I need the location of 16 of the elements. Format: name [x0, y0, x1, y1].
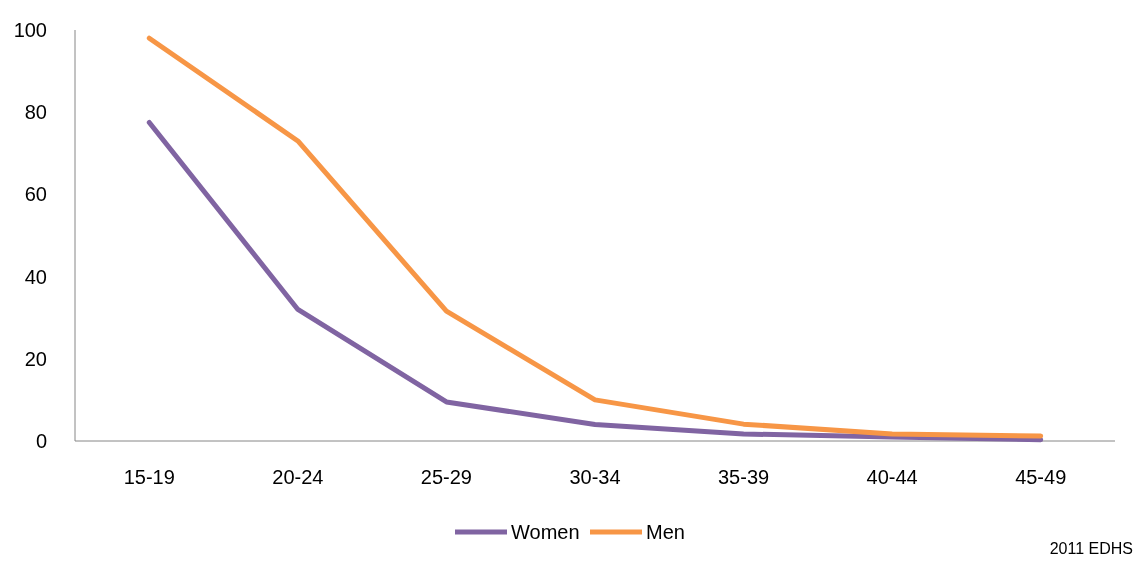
- y-tick-label: 40: [24, 265, 47, 288]
- x-tick-label: 25-29: [420, 466, 473, 488]
- y-tick-label: 80: [24, 101, 47, 124]
- y-tick-label: 100: [13, 19, 47, 41]
- y-tick-label: 60: [24, 183, 47, 206]
- x-tick-label: 40-44: [866, 466, 918, 488]
- legend-label: Men: [646, 521, 685, 543]
- x-tick-label: 45-49: [1015, 466, 1067, 488]
- x-tick-label: 30-34: [569, 466, 621, 488]
- legend-label: Women: [511, 521, 580, 543]
- y-tick-label: 0: [35, 430, 47, 452]
- x-tick-label: 20-24: [272, 466, 324, 488]
- x-tick-label: 35-39: [717, 466, 770, 488]
- x-tick-label: 15-19: [123, 466, 175, 488]
- y-tick-label: 20: [24, 347, 47, 370]
- text: 2011 EDHS: [1049, 540, 1133, 557]
